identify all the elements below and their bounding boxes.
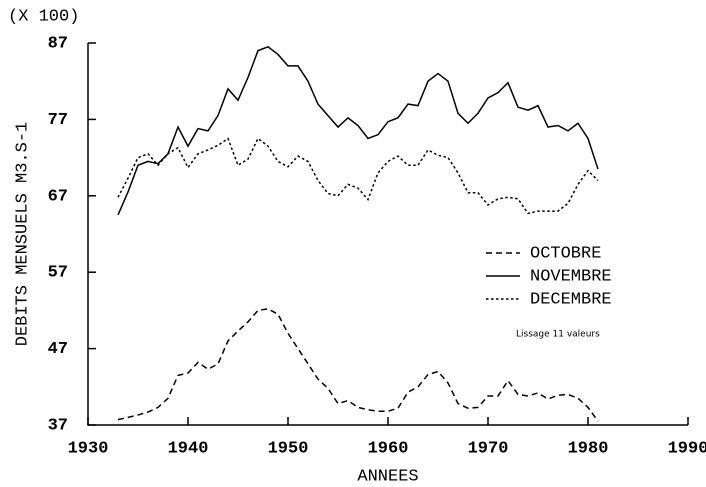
- y-tick-label: 87: [48, 34, 68, 53]
- axes: [87, 43, 688, 426]
- y-tick-label: 37: [48, 416, 68, 435]
- y-axis-label: DEBITS MENSUELS M3.S-1: [13, 122, 32, 346]
- y-tick-label: 77: [48, 111, 68, 130]
- x-tick-label: 1990: [668, 439, 706, 458]
- x-tick-label: 1980: [568, 439, 609, 458]
- series-line: [117, 45, 599, 216]
- y-tick-label: 47: [48, 340, 68, 359]
- y-tick-label: 67: [48, 187, 68, 206]
- y-tick-label: 57: [48, 264, 68, 283]
- x-tick-label: 1940: [168, 439, 209, 458]
- legend-label: DECEMBRE: [530, 290, 612, 309]
- x-tick-label: 1930: [68, 439, 109, 458]
- annotation: Lissage 11 valeurs: [516, 330, 600, 340]
- legend-label: OCTOBRE: [530, 244, 601, 263]
- x-tick-label: 1970: [468, 439, 509, 458]
- x-tick-label: 1950: [268, 439, 309, 458]
- series-line: [117, 137, 599, 215]
- x-axis-label: ANNEES: [357, 467, 418, 486]
- legend-label: NOVEMBRE: [530, 267, 612, 286]
- series-line: [117, 308, 599, 422]
- y-multiplier: (X 100): [8, 7, 79, 26]
- x-tick-label: 1960: [368, 439, 409, 458]
